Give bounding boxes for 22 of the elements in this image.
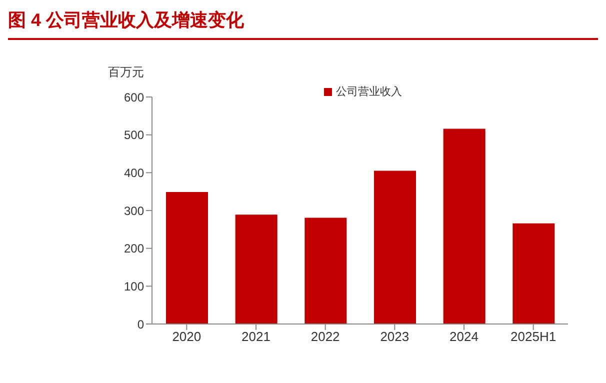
x-tick-label: 2025H1	[510, 329, 556, 344]
bar	[166, 192, 208, 324]
y-tick-label: 600	[124, 90, 144, 104]
chart-title: 图 4 公司营业收入及增速变化	[8, 8, 598, 40]
bar	[374, 170, 416, 324]
x-tick-label: 2022	[310, 329, 340, 344]
y-tick-label: 100	[124, 279, 144, 294]
y-tick-label: 300	[124, 204, 144, 218]
bar	[304, 218, 347, 324]
bar	[235, 214, 278, 324]
y-tick-label: 200	[124, 242, 144, 256]
x-tick-label: 2021	[242, 329, 270, 344]
bar	[512, 223, 555, 324]
y-tick-label: 500	[124, 128, 144, 142]
y-axis-title: 百万元	[108, 64, 144, 81]
legend-label: 公司营业收入	[336, 86, 402, 98]
x-tick-label: 2020	[172, 329, 202, 344]
x-tick-label: 2023	[380, 329, 410, 344]
y-tick-label: 400	[124, 166, 144, 180]
bar	[443, 128, 486, 324]
y-tick-label: 0	[137, 317, 144, 332]
x-tick-label: 2024	[450, 329, 478, 344]
